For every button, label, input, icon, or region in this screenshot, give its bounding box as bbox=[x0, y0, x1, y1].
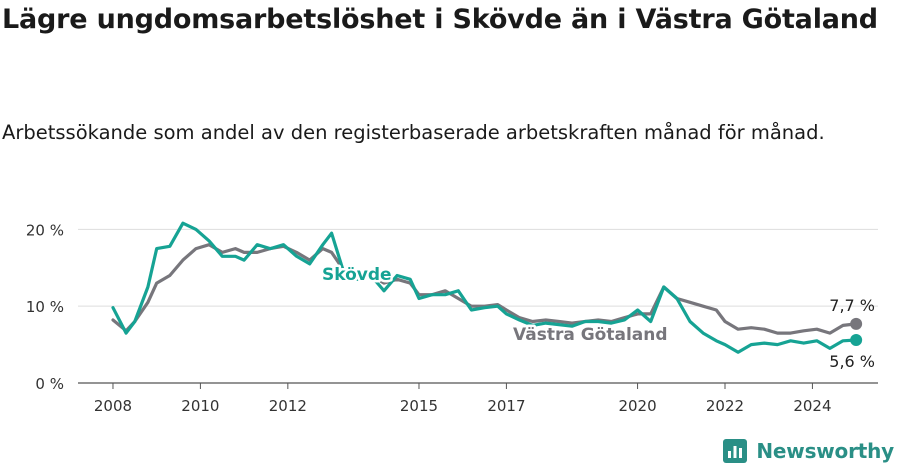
series-end-point bbox=[850, 317, 863, 330]
x-tick-label: 2017 bbox=[487, 397, 525, 415]
series-name-label: Skövde bbox=[322, 265, 392, 285]
x-tick-label: 2010 bbox=[181, 397, 219, 415]
newsworthy-logo-icon bbox=[723, 439, 748, 463]
series-line-vastra-gotaland bbox=[111, 243, 858, 335]
chart-title: Lägre ungdomsarbetslöshet i Skövde än i … bbox=[2, 4, 878, 35]
y-tick-label: 10 % bbox=[26, 298, 64, 316]
x-tick-label: 2008 bbox=[94, 397, 132, 415]
x-tick-label: 2020 bbox=[618, 397, 656, 415]
series-end-point bbox=[850, 333, 863, 346]
brand-logo: Newsworthy bbox=[722, 436, 894, 466]
chart-subtitle: Arbetssökande som andel av den registerb… bbox=[2, 121, 825, 144]
y-tick-label: 0 % bbox=[35, 375, 64, 393]
x-tick-label: 2024 bbox=[793, 397, 831, 415]
x-tick-label: 2022 bbox=[706, 397, 744, 415]
x-tick-label: 2012 bbox=[269, 397, 307, 415]
y-tick-label: 20 % bbox=[26, 221, 64, 239]
series-line-skovde bbox=[111, 221, 858, 354]
series-name-label: Västra Götaland bbox=[513, 325, 668, 345]
series-end-label: 7,7 % bbox=[829, 296, 875, 315]
series-end-label: 5,6 % bbox=[829, 352, 875, 371]
x-tick-label: 2015 bbox=[400, 397, 438, 415]
brand-name: Newsworthy bbox=[756, 439, 894, 463]
